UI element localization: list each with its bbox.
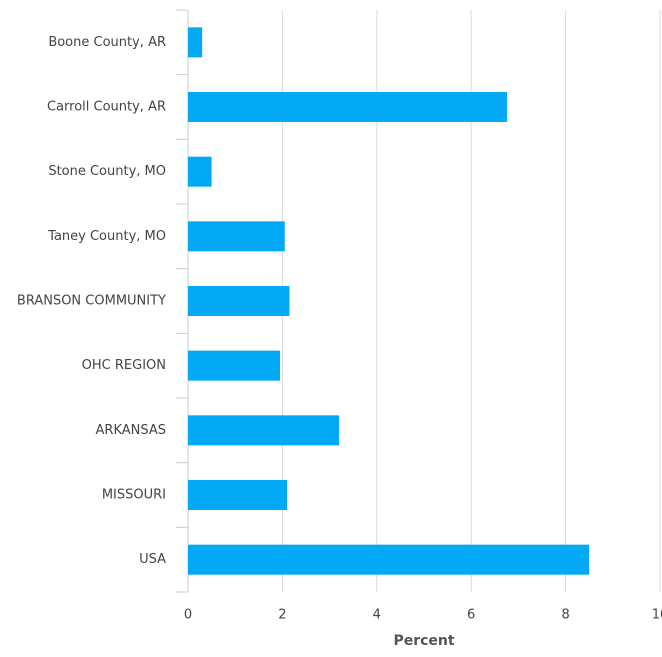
y-tick-label: Taney County, MO bbox=[47, 229, 166, 244]
y-tick-label: Carroll County, AR bbox=[47, 100, 166, 115]
x-axis-label: Percent bbox=[393, 633, 454, 649]
bar bbox=[188, 156, 212, 187]
y-tick-label: BRANSON COMMUNITY bbox=[17, 294, 166, 309]
bar bbox=[188, 27, 203, 58]
x-tick-label: 4 bbox=[373, 608, 381, 623]
y-tick-label: USA bbox=[139, 552, 166, 567]
y-tick-label: ARKANSAS bbox=[96, 423, 166, 438]
bar bbox=[188, 350, 281, 381]
bar bbox=[188, 221, 285, 252]
x-tick-label: 2 bbox=[278, 608, 286, 623]
y-tick-label: MISSOURI bbox=[102, 488, 166, 503]
x-tick-label: 8 bbox=[561, 608, 569, 623]
bar bbox=[188, 480, 288, 510]
bar bbox=[188, 286, 290, 316]
y-tick-label: Stone County, MO bbox=[48, 164, 166, 179]
y-tick-label: Boone County, AR bbox=[48, 35, 166, 50]
bar bbox=[188, 92, 508, 122]
x-tick-label: 10 bbox=[652, 608, 662, 623]
bar bbox=[188, 415, 340, 446]
bar bbox=[188, 544, 590, 575]
x-tick-label: 6 bbox=[467, 608, 475, 623]
y-tick-label: OHC REGION bbox=[82, 358, 166, 373]
x-tick-label: 0 bbox=[184, 608, 192, 623]
